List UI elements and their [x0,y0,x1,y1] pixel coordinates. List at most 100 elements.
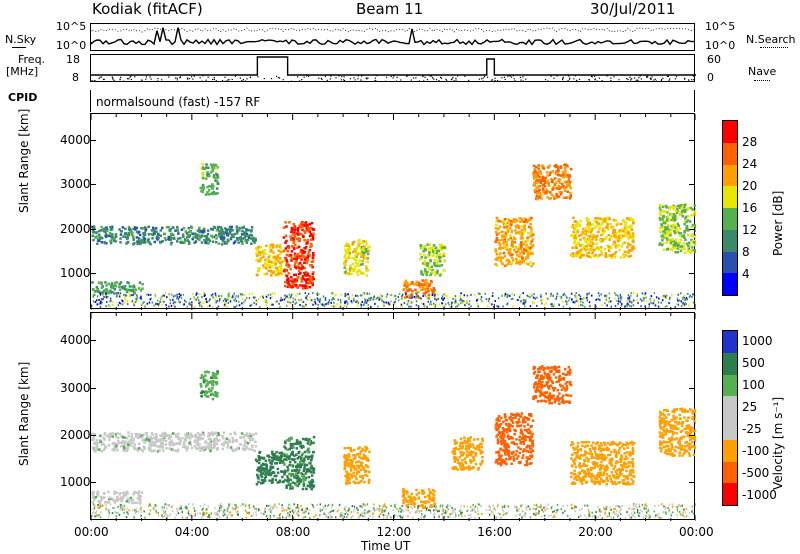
heat-cell [537,164,540,167]
heat-cell [674,209,678,213]
nave-dot [212,78,214,81]
heat-cell [403,281,407,285]
heat-cell [440,255,444,259]
heat-cell [412,501,415,504]
heat-cell [366,246,369,250]
heat-cell [423,500,426,503]
heat-cell [297,482,301,486]
nave-dot [440,76,442,78]
heat-cell [220,237,223,240]
heat-cell [307,253,310,256]
heat-cell [105,305,107,308]
heat-cell [406,289,409,292]
heat-cell [688,250,692,253]
heat-cell [124,298,126,301]
heat-cell [260,296,262,299]
heat-cell [348,465,351,468]
heat-cell [235,232,239,235]
heat-cell [687,244,690,247]
heat-cell [309,264,312,267]
nave-dot [650,78,652,80]
heat-cell [149,242,152,246]
heat-cell [515,257,518,261]
noise-left-tick-bottom: 10^0 [56,39,87,52]
heat-cell [428,488,431,491]
heat-cell [214,234,218,237]
heat-cell [99,434,102,438]
heat-cell [533,168,536,171]
heat-cell [477,466,481,470]
heat-cell [688,220,692,223]
heat-cell [279,246,283,250]
heat-cell [212,185,215,188]
heat-cell [262,296,265,299]
heat-cell [354,454,357,457]
heat-cell [203,292,206,295]
heat-cell [318,293,321,295]
heat-cell [343,467,346,471]
heat-cell [600,217,604,221]
heat-cell [529,222,532,226]
heat-cell [271,292,274,295]
heat-cell [629,217,632,220]
heat-cell [516,299,519,301]
heat-cell [282,236,286,239]
heat-cell [208,239,212,242]
heat-cell [545,292,547,295]
heat-cell [361,447,364,451]
heat-cell [693,224,696,228]
heat-cell [476,468,480,471]
heat-cell [289,436,293,439]
heat-cell [295,483,299,487]
heat-cell [112,442,115,445]
heat-cell [293,233,297,237]
heat-cell [406,500,409,504]
heat-cell [187,227,191,230]
heat-cell [211,228,215,231]
nave-dot [112,77,114,79]
heat-cell [426,270,429,274]
heat-cell [533,181,536,184]
power-colorbar-segment [723,208,737,230]
nave-dot [683,78,686,80]
heat-cell [172,295,175,298]
heat-cell [288,463,291,467]
heat-cell [311,278,314,281]
heat-cell [361,449,365,452]
heat-cell [353,481,357,485]
heat-cell [544,176,547,180]
heat-cell [495,216,499,220]
heat-cell [350,476,353,479]
heat-feature [494,216,535,268]
heat-cell [229,229,233,232]
heat-cell [297,239,300,243]
heat-cell [657,301,660,304]
heat-cell [438,253,441,256]
heat-cell [358,270,361,273]
heat-cell [515,262,519,265]
heat-cell [630,305,633,308]
heat-cell [351,243,354,246]
heat-cell [669,241,673,244]
heat-cell [201,431,205,435]
heat-cell [256,248,259,252]
heat-cell [247,229,250,232]
heat-cell [246,238,250,242]
heat-cell [683,231,686,234]
heat-cell [559,192,563,196]
heat-cell [537,171,541,174]
heat-cell [511,245,514,248]
heat-cell [602,227,605,230]
heat-cell [368,299,370,302]
heat-cell [258,251,261,254]
heat-cell [541,164,545,168]
heat-cell [167,437,171,440]
heat-cell [198,446,201,449]
heat-cell [364,448,368,451]
heat-cell [216,176,220,179]
heat-cell [673,231,677,235]
heat-cell [667,230,670,233]
heat-cell [357,304,359,307]
heat-cell [113,490,116,494]
heat-cell [539,178,542,182]
